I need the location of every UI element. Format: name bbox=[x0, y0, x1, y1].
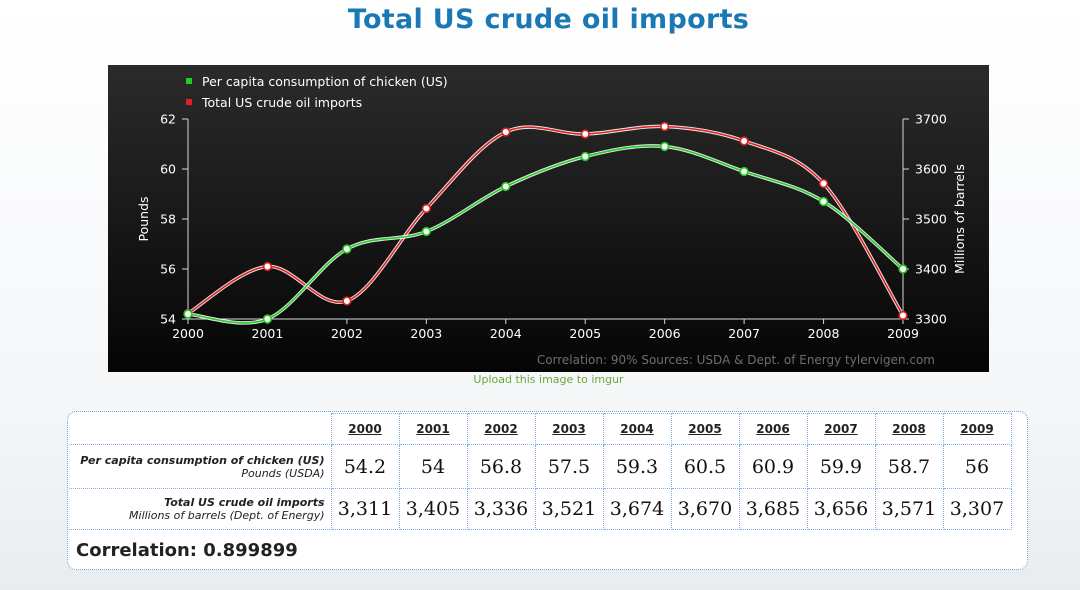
oil-line bbox=[187, 125, 904, 316]
year-header: 2009 bbox=[942, 413, 1012, 445]
year-header: 2002 bbox=[466, 413, 536, 445]
correlation-text: Correlation: 0.899899 bbox=[76, 540, 298, 561]
table-cell: 54 bbox=[398, 444, 468, 489]
table-cell: 3,670 bbox=[670, 488, 740, 530]
oil-point bbox=[739, 136, 749, 146]
year-header: 2005 bbox=[670, 413, 740, 445]
row-subtitle: Millions of barrels (Dept. of Energy) bbox=[129, 509, 325, 522]
chicken-point bbox=[262, 314, 273, 324]
oil-point bbox=[580, 129, 590, 139]
oil-point bbox=[421, 203, 431, 214]
table-cell: 60.5 bbox=[670, 444, 740, 489]
chart-svg: 2000 2001 2002 2003 2004 2005 2006 2007 2008 2009… bbox=[108, 65, 989, 372]
row-subtitle: Pounds (USDA) bbox=[241, 466, 325, 480]
table-cell: 59.3 bbox=[602, 444, 672, 489]
y-tick-label-left: 54 bbox=[160, 312, 176, 327]
chicken-point bbox=[342, 244, 352, 254]
table-cell: 3,336 bbox=[466, 488, 536, 530]
chicken-point bbox=[660, 141, 670, 152]
oil-point bbox=[501, 127, 511, 137]
y-tick-label-right: 3700 bbox=[915, 112, 947, 127]
chicken-point bbox=[739, 166, 749, 177]
table-cell: 59.9 bbox=[806, 444, 876, 489]
chicken-point bbox=[183, 309, 193, 319]
x-tick-label: 2000 bbox=[172, 326, 204, 341]
row-label: Total US crude oil imports Millions of b… bbox=[69, 488, 332, 530]
table-cell: 3,571 bbox=[874, 488, 944, 530]
x-tick-label: 2006 bbox=[649, 326, 681, 341]
table-row: Per capita consumption of chicken (US) P… bbox=[69, 444, 1012, 489]
table-cell: 56 bbox=[942, 444, 1012, 489]
y-tick-label-left: 62 bbox=[160, 112, 176, 127]
page-title: Total US crude oil imports bbox=[347, 4, 750, 35]
chart: 2000 2001 2002 2003 2004 2005 2006 2007 2008 2009… bbox=[108, 65, 989, 372]
x-tick-label: 2009 bbox=[887, 326, 919, 341]
chicken-point bbox=[898, 264, 908, 274]
table-cell: 3,405 bbox=[398, 488, 468, 530]
table-cell: 58.7 bbox=[874, 444, 944, 489]
legend-label-oil: Total US crude oil imports bbox=[201, 95, 362, 110]
table-cell: 57.5 bbox=[534, 444, 604, 489]
year-header: 2008 bbox=[874, 413, 944, 445]
table-row: Total US crude oil imports Millions of b… bbox=[69, 488, 1012, 530]
x-tick-label: 2007 bbox=[728, 326, 760, 341]
chicken-point bbox=[818, 196, 829, 207]
x-tick-label: 2004 bbox=[490, 326, 522, 341]
legend-label-chicken: Per capita consumption of chicken (US) bbox=[202, 74, 448, 89]
legend-swatch-chicken bbox=[186, 78, 192, 84]
oil-point bbox=[262, 261, 273, 272]
x-tick-label: 2008 bbox=[808, 326, 840, 341]
table-corner-cell bbox=[69, 413, 332, 445]
y-tick-label-left: 56 bbox=[160, 262, 176, 277]
table-cell: 3,674 bbox=[602, 488, 672, 530]
oil-point bbox=[660, 121, 670, 132]
y-tick-label-right: 3400 bbox=[915, 262, 947, 277]
row-title: Total US crude oil imports bbox=[164, 496, 325, 509]
legend-swatch-oil bbox=[186, 99, 192, 105]
year-header: 2003 bbox=[534, 413, 604, 445]
table-cell: 54.2 bbox=[330, 444, 400, 489]
table-cell: 3,311 bbox=[330, 488, 400, 530]
table-cell: 3,307 bbox=[942, 488, 1012, 530]
y-axis-label-left: Pounds bbox=[136, 196, 151, 241]
x-tick-label: 2002 bbox=[331, 326, 363, 341]
table-cell: 56.8 bbox=[466, 444, 536, 489]
year-header: 2001 bbox=[398, 413, 468, 445]
table-cell: 60.9 bbox=[738, 444, 808, 489]
year-header: 2007 bbox=[806, 413, 876, 445]
x-tick-label: 2001 bbox=[252, 326, 284, 341]
upload-link[interactable]: Upload this image to imgur bbox=[473, 373, 624, 386]
chart-background bbox=[108, 65, 989, 372]
table-header-row: 2000 2001 2002 2003 2004 2005 2006 2007 2008 2009 bbox=[69, 413, 1012, 445]
chicken-point bbox=[421, 226, 431, 237]
table-cell: 3,521 bbox=[534, 488, 604, 530]
x-tick-label: 2003 bbox=[410, 326, 442, 341]
oil-point bbox=[342, 296, 352, 306]
data-table-grid: 2000 2001 2002 2003 2004 2005 2006 2007 2008 2009… bbox=[69, 413, 1012, 530]
year-header: 2000 bbox=[330, 413, 400, 445]
row-label: Per capita consumption of chicken (US) P… bbox=[69, 444, 332, 489]
y-tick-label-left: 58 bbox=[160, 212, 176, 227]
y-tick-label-right: 3300 bbox=[915, 312, 947, 327]
data-table: 2000 2001 2002 2003 2004 2005 2006 2007 2008 2009… bbox=[67, 411, 1028, 570]
year-header: 2004 bbox=[602, 413, 672, 445]
year-header: 2006 bbox=[738, 413, 808, 445]
y-tick-label-right: 3600 bbox=[915, 162, 947, 177]
y-axis-label-right: Millions of barrels bbox=[952, 164, 967, 274]
y-tick-label-left: 60 bbox=[160, 162, 176, 177]
table-cell: 3,656 bbox=[806, 488, 876, 530]
chart-footer: Correlation: 90% Sources: USDA & Dept. o… bbox=[537, 353, 935, 367]
y-tick-label-right: 3500 bbox=[915, 212, 947, 227]
row-title: Per capita consumption of chicken (US) bbox=[80, 453, 325, 467]
chicken-point bbox=[580, 151, 590, 162]
x-tick-label: 2005 bbox=[569, 326, 601, 341]
oil-point bbox=[898, 310, 908, 321]
table-cell: 3,685 bbox=[738, 488, 808, 530]
oil-point bbox=[818, 178, 829, 189]
chicken-line bbox=[187, 145, 904, 324]
chicken-point bbox=[501, 181, 511, 192]
